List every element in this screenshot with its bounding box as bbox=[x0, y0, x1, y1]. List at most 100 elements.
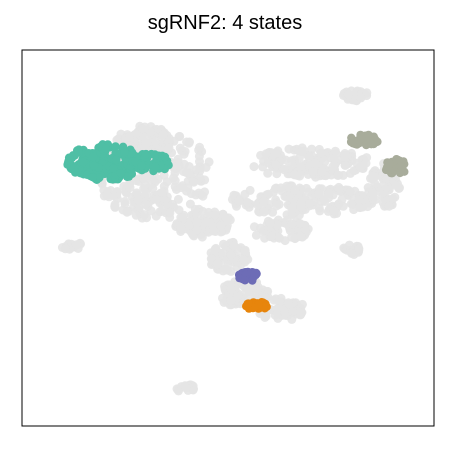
state-3-point bbox=[248, 276, 257, 285]
background-point bbox=[275, 233, 285, 243]
background-point bbox=[122, 207, 132, 217]
background-point bbox=[178, 212, 188, 222]
state-1-point bbox=[95, 173, 104, 182]
background-point bbox=[271, 201, 281, 211]
state-1-point bbox=[88, 152, 98, 162]
background-point bbox=[170, 176, 180, 186]
background-point bbox=[153, 174, 163, 184]
background-point bbox=[368, 189, 378, 199]
state-1-point bbox=[89, 161, 99, 170]
background-point bbox=[202, 217, 212, 227]
plot-frame bbox=[21, 49, 435, 427]
background-point bbox=[141, 200, 151, 210]
background-point bbox=[249, 162, 259, 172]
background-point bbox=[141, 139, 151, 149]
background-point bbox=[195, 142, 205, 152]
background-point bbox=[343, 89, 353, 99]
background-point bbox=[197, 232, 207, 242]
background-point bbox=[240, 246, 250, 256]
background-point bbox=[131, 210, 141, 220]
background-point bbox=[297, 299, 307, 309]
background-point bbox=[165, 208, 175, 218]
background-point bbox=[210, 210, 220, 220]
state-1-point bbox=[141, 149, 151, 159]
background-point bbox=[218, 209, 228, 219]
background-point bbox=[296, 231, 306, 241]
background-point bbox=[283, 298, 293, 308]
background-point bbox=[213, 259, 223, 269]
background-point bbox=[243, 198, 252, 207]
background-point bbox=[267, 231, 276, 241]
state-1-point bbox=[71, 168, 80, 177]
state-2-point bbox=[384, 165, 394, 175]
background-point bbox=[110, 202, 120, 212]
background-point bbox=[330, 146, 340, 156]
background-point bbox=[337, 194, 347, 204]
background-point bbox=[157, 188, 167, 197]
points-layer bbox=[57, 86, 409, 396]
background-point bbox=[175, 143, 185, 153]
background-point bbox=[182, 137, 192, 147]
background-point bbox=[296, 308, 306, 318]
background-point bbox=[295, 219, 305, 229]
background-point bbox=[263, 189, 273, 199]
background-point bbox=[218, 293, 227, 303]
background-point bbox=[190, 204, 200, 214]
background-point bbox=[239, 255, 249, 265]
state-1-point bbox=[88, 173, 97, 182]
background-point bbox=[189, 177, 199, 187]
background-point bbox=[184, 168, 194, 178]
state-1-point bbox=[101, 144, 111, 154]
background-point bbox=[287, 219, 297, 229]
background-point bbox=[310, 158, 320, 168]
background-point bbox=[261, 311, 271, 321]
background-point bbox=[216, 221, 226, 231]
background-point bbox=[150, 137, 160, 147]
background-point bbox=[176, 223, 186, 233]
background-point bbox=[382, 174, 392, 184]
state-1-point bbox=[151, 162, 160, 172]
background-point bbox=[261, 149, 271, 159]
background-point bbox=[146, 206, 156, 216]
background-point bbox=[287, 314, 297, 324]
background-point bbox=[265, 218, 275, 228]
background-point bbox=[133, 195, 143, 205]
background-point bbox=[328, 162, 338, 172]
state-1-point bbox=[109, 164, 118, 173]
background-point bbox=[324, 189, 334, 199]
background-point bbox=[333, 171, 343, 180]
background-point bbox=[308, 167, 318, 177]
background-point bbox=[329, 206, 339, 216]
background-point bbox=[208, 226, 218, 236]
background-point bbox=[60, 244, 70, 254]
background-point bbox=[288, 307, 298, 317]
background-point bbox=[272, 304, 282, 314]
background-point bbox=[226, 284, 236, 294]
background-point bbox=[273, 220, 283, 230]
background-point bbox=[183, 183, 193, 193]
state-1-point bbox=[79, 157, 88, 167]
state-1-point bbox=[122, 172, 132, 181]
background-point bbox=[297, 147, 307, 157]
state-3-point bbox=[240, 276, 250, 285]
background-point bbox=[198, 191, 208, 201]
background-point bbox=[355, 202, 365, 212]
background-point bbox=[314, 189, 323, 199]
background-point bbox=[388, 194, 398, 204]
background-point bbox=[347, 248, 357, 258]
state-1-point bbox=[64, 153, 74, 162]
background-point bbox=[363, 183, 373, 192]
state-2-point bbox=[385, 159, 394, 168]
background-point bbox=[184, 220, 194, 230]
background-point bbox=[249, 222, 259, 232]
background-point bbox=[340, 160, 350, 170]
background-point bbox=[263, 168, 273, 178]
background-point bbox=[258, 162, 268, 172]
state-2-point bbox=[356, 130, 365, 140]
state-1-point bbox=[120, 147, 129, 157]
state-1-point bbox=[151, 152, 161, 161]
background-point bbox=[151, 194, 161, 204]
state-4-point bbox=[250, 303, 259, 312]
background-point bbox=[304, 151, 314, 161]
